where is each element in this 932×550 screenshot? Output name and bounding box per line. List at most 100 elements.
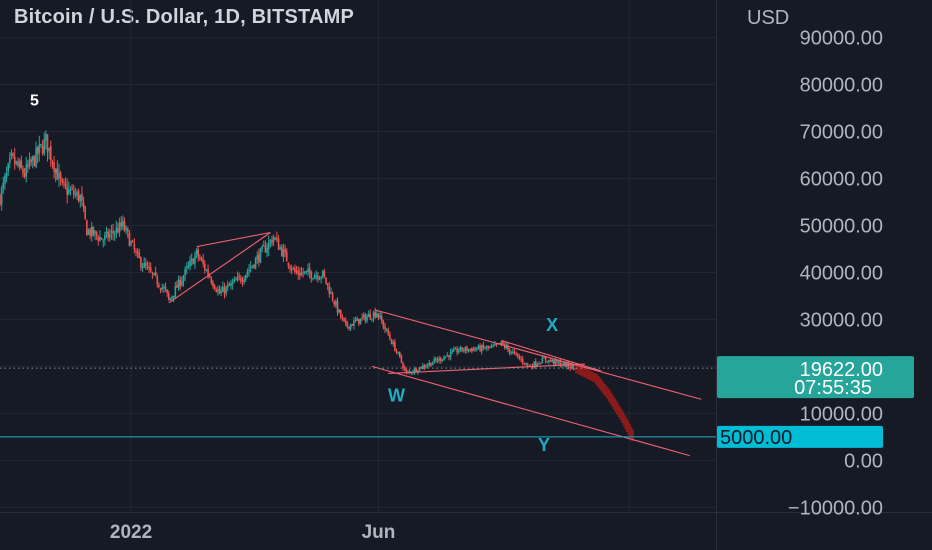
candle-body [248, 269, 250, 272]
candle-body [210, 278, 213, 283]
candle-body [171, 296, 173, 299]
candle-body [159, 288, 162, 290]
candle-body [202, 259, 204, 264]
candle-body [148, 266, 150, 269]
candle-body [448, 355, 450, 358]
trendline[interactable] [375, 309, 702, 400]
projection-bar [604, 386, 608, 397]
candle-body [46, 134, 49, 153]
candle-body [484, 347, 486, 349]
candle-body [163, 287, 165, 289]
candle-body [395, 351, 398, 353]
candle-body [218, 288, 221, 294]
candle-body [97, 237, 100, 241]
projection-bar [596, 375, 600, 387]
candle-body [520, 358, 522, 360]
candle-body [489, 346, 491, 348]
price-tick-label: 80000.00 [800, 75, 883, 97]
candle-body [151, 272, 154, 274]
candle-body [156, 276, 159, 285]
candle-body [136, 251, 139, 254]
candle-body [457, 350, 460, 353]
candle-layer [0, 130, 578, 376]
candle-body [169, 297, 172, 301]
trendline[interactable] [501, 340, 602, 372]
candle-body [318, 278, 321, 281]
candle-body [66, 186, 68, 196]
projection-bar [609, 392, 613, 405]
candle-body [187, 265, 190, 268]
candle-body [244, 274, 247, 280]
candle-body [92, 226, 95, 236]
candle-body [131, 240, 134, 243]
candle-body [158, 285, 160, 288]
candle-body [225, 286, 227, 294]
candle-body [348, 326, 350, 329]
current-price-value: 19622.00 [800, 359, 883, 381]
trendline[interactable] [388, 363, 585, 374]
candle-body [557, 361, 560, 363]
candle-body [287, 262, 290, 266]
time-axis[interactable]: 2022 Jun [110, 522, 395, 543]
candle-body [377, 313, 380, 318]
candle-body [17, 161, 19, 166]
projection-bar [593, 373, 597, 383]
candle-body [261, 246, 263, 249]
support-price-value: 5000.00 [720, 427, 792, 449]
candle-body [456, 348, 458, 353]
candle-body [289, 266, 291, 269]
candle-body [61, 179, 64, 183]
candle-body [482, 344, 485, 348]
candle-body [400, 356, 403, 363]
candle-body [397, 351, 399, 353]
candle-body [299, 272, 301, 276]
candle-body [541, 357, 544, 364]
trendline[interactable] [371, 365, 690, 457]
candle-body [359, 318, 362, 325]
trendline[interactable] [168, 232, 271, 304]
projection-bar [589, 371, 593, 381]
candle-body [443, 357, 445, 361]
candle-body [120, 222, 123, 227]
candle-body [141, 266, 144, 269]
candle-body [254, 258, 257, 269]
candle-body [343, 317, 345, 321]
candle-body [207, 269, 209, 276]
candle-body [556, 359, 558, 363]
candle-body [525, 362, 527, 364]
candle-body [467, 349, 470, 352]
candle-body [338, 309, 340, 313]
bar-countdown: 07:55:35 [794, 377, 872, 399]
candle-body [5, 172, 8, 179]
candle-body [68, 189, 70, 194]
projection-bar [612, 398, 616, 410]
candle-body [562, 362, 565, 365]
candle-body [282, 249, 285, 258]
candle-body [182, 276, 185, 282]
candle-body [154, 272, 157, 276]
candle-body [295, 270, 298, 273]
candle-body [403, 367, 406, 369]
candle-body [95, 232, 98, 236]
candle-body [546, 360, 549, 363]
candle-body [392, 342, 395, 344]
wave-label: Y [538, 435, 550, 455]
price-tick-label: 90000.00 [800, 28, 883, 50]
trendline-layer [0, 231, 716, 457]
trendline[interactable] [196, 231, 271, 248]
candle-body [364, 315, 367, 322]
candle-body [126, 228, 129, 232]
candle-body [54, 169, 57, 174]
projection-bar [591, 372, 595, 382]
candle-body [303, 271, 306, 274]
price-axis[interactable]: USD 90000.00 80000.00 70000.00 60000.00 50000… [747, 7, 883, 519]
candle-body [99, 236, 101, 241]
candle-body [495, 343, 498, 345]
candle-body [249, 267, 252, 269]
projection-bar [627, 423, 631, 436]
candle-body [294, 268, 296, 272]
candle-body [166, 289, 168, 294]
date-label: 2022 [110, 522, 152, 543]
